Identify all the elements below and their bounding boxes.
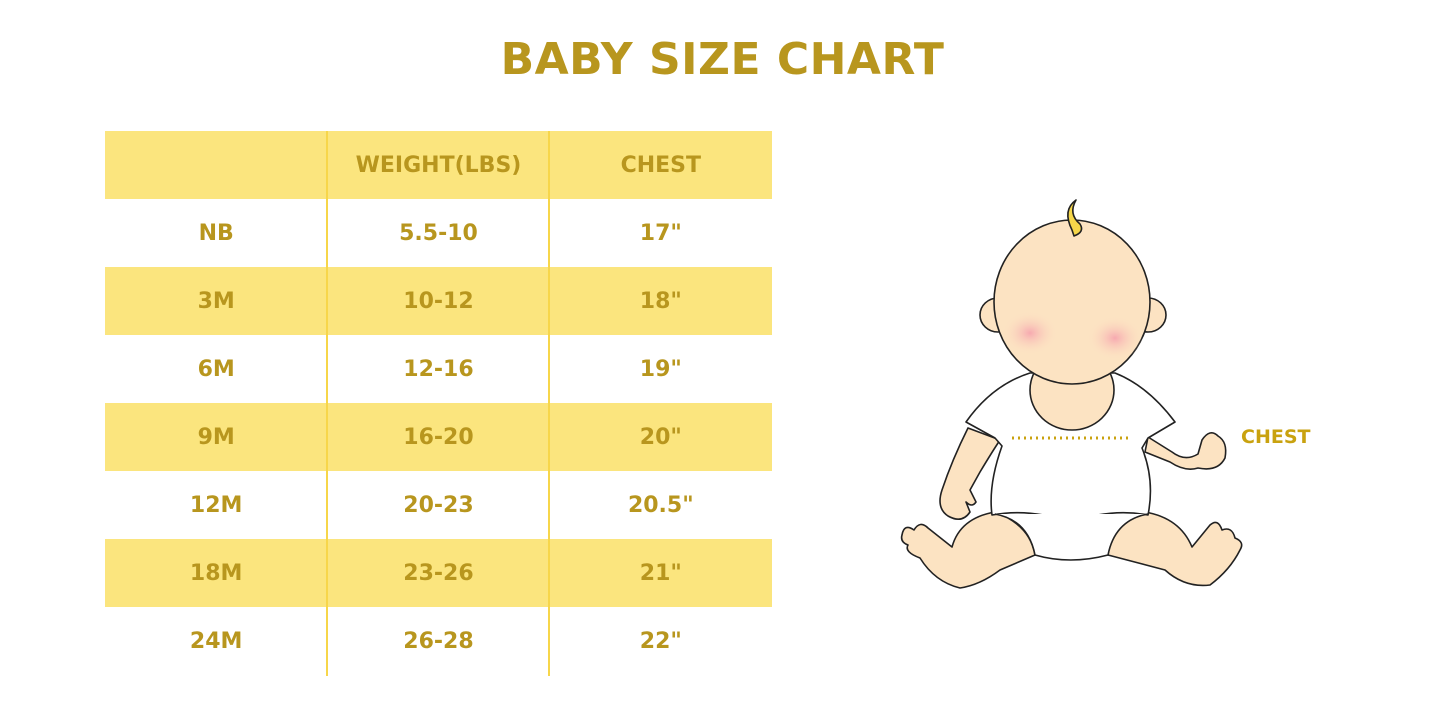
chest-cell: 20.5" — [627, 492, 694, 518]
right-cheek — [1087, 316, 1143, 360]
weight-cell: 5.5-10 — [399, 220, 478, 246]
hair-tuft — [1067, 199, 1083, 237]
left-arm — [939, 427, 1001, 520]
left-cheek — [1002, 311, 1058, 355]
size-cell: 3M — [197, 288, 235, 314]
table-row: 12M 20-23 20.5" — [105, 471, 772, 539]
weight-cell: 16-20 — [403, 424, 474, 450]
chest-label: CHEST — [1241, 426, 1311, 448]
right-arm — [1144, 432, 1227, 470]
chest-cell: 17" — [639, 220, 682, 246]
column-divider — [326, 131, 328, 676]
table-row: 6M 12-16 19" — [105, 335, 772, 403]
table-row: 24M 26-28 22" — [105, 607, 772, 675]
chest-cell: 20" — [639, 424, 682, 450]
weight-cell: 26-28 — [403, 628, 474, 654]
table-header-row: WEIGHT(LBS) CHEST — [105, 131, 772, 199]
left-leg — [900, 511, 1036, 589]
table-row: 18M 23-26 21" — [105, 539, 772, 607]
size-cell: 24M — [189, 628, 243, 654]
chest-cell: 22" — [639, 628, 682, 654]
column-divider — [548, 131, 550, 676]
weight-cell: 12-16 — [403, 356, 474, 382]
size-cell: 12M — [189, 492, 243, 518]
right-leg — [1107, 511, 1243, 587]
table-row: NB 5.5-10 17" — [105, 199, 772, 267]
head — [993, 219, 1151, 385]
chest-cell: 19" — [639, 356, 682, 382]
chest-cell: 18" — [639, 288, 682, 314]
header-chest: CHEST — [620, 152, 702, 178]
size-cell: 9M — [197, 424, 235, 450]
weight-cell: 23-26 — [403, 560, 474, 586]
weight-cell: 20-23 — [403, 492, 474, 518]
chest-cell: 21" — [639, 560, 682, 586]
size-cell: NB — [198, 220, 234, 246]
header-weight: WEIGHT(LBS) — [355, 152, 522, 178]
size-cell: 6M — [197, 356, 235, 382]
size-cell: 18M — [189, 560, 243, 586]
size-table: WEIGHT(LBS) CHEST NB 5.5-10 17" 3M 10-12… — [105, 131, 772, 675]
baby-illustration — [900, 199, 1243, 589]
diaper — [994, 513, 1149, 561]
page-title: BABY SIZE CHART — [500, 34, 945, 85]
table-row: 3M 10-12 18" — [105, 267, 772, 335]
table-row: 9M 16-20 20" — [105, 403, 772, 471]
weight-cell: 10-12 — [403, 288, 474, 314]
